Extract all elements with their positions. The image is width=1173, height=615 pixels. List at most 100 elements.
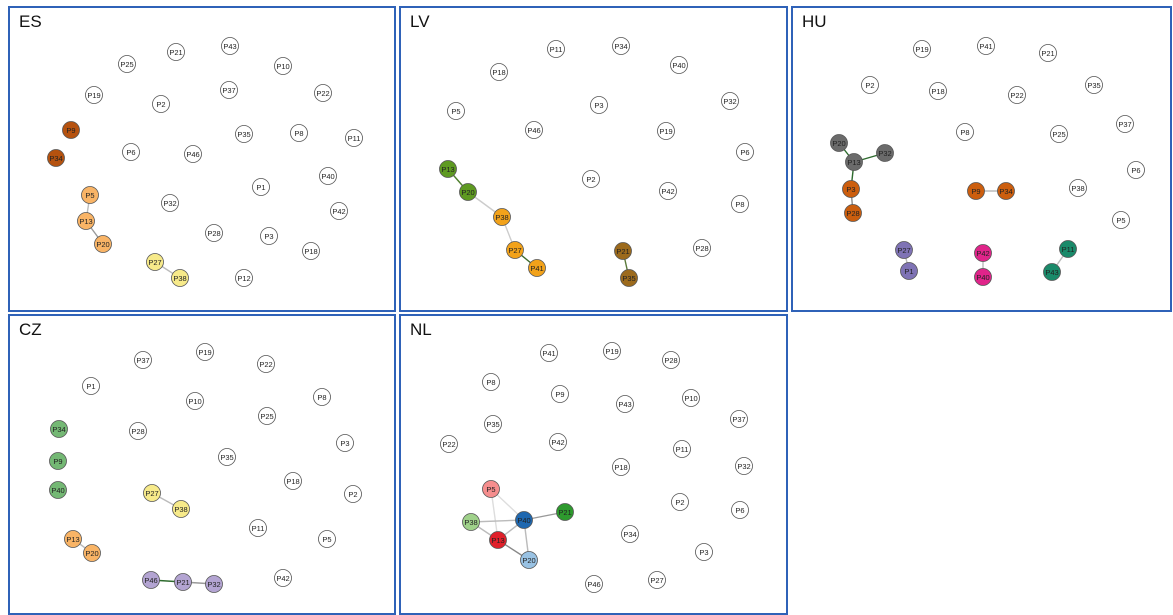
node-label: P10 [276, 62, 289, 71]
node-p18: P18 [929, 82, 947, 100]
nodes-nl: P41 P19 P28 P8 P9 P43 P10 P35 P37 P22 P42 P11 P18 P32… [440, 342, 753, 593]
node-circle [171, 269, 189, 287]
edges-cz [72, 492, 215, 585]
node-circle [314, 84, 332, 102]
node-circle [82, 377, 100, 395]
node-p21: P21 [174, 573, 192, 591]
node-p8: P8 [482, 373, 500, 391]
node-label: P5 [1116, 216, 1125, 225]
node-label: P37 [1118, 120, 1131, 129]
node-circle [659, 182, 677, 200]
node-circle [670, 56, 688, 74]
node-label: P34 [49, 154, 62, 163]
node-label: P11 [550, 45, 563, 54]
node-label: P3 [846, 185, 855, 194]
node-label: P41 [530, 264, 543, 273]
node-p27: P27 [146, 253, 164, 271]
node-p18: P18 [302, 242, 320, 260]
node-p42: P42 [330, 202, 348, 220]
node-circle [161, 194, 179, 212]
node-circle [235, 269, 253, 287]
node-p35: P35 [218, 448, 236, 466]
node-p38: P38 [172, 500, 190, 518]
node-label: P21 [176, 578, 189, 587]
node-p40: P40 [670, 56, 688, 74]
panel-title-lv: LV [410, 12, 430, 31]
node-p28: P28 [693, 239, 711, 257]
node-circle [556, 503, 574, 521]
node-p19: P19 [603, 342, 621, 360]
node-circle [551, 385, 569, 403]
node-p21: P21 [1039, 44, 1057, 62]
node-label: P12 [237, 274, 250, 283]
node-label: P18 [614, 463, 627, 472]
node-label: P32 [878, 149, 891, 158]
node-p5: P5 [1112, 211, 1130, 229]
node-p27: P27 [506, 241, 524, 259]
node-p11: P11 [345, 129, 363, 147]
node-label: P42 [661, 187, 674, 196]
node-p11: P11 [547, 40, 565, 58]
node-label: P38 [173, 274, 186, 283]
network-cz: P37 P19 P22 P1 P8 P10 P25 P34 P28 P3 P35 P9 P18 P40 P2… [49, 343, 362, 593]
node-p20: P20 [83, 544, 101, 562]
node-label: P18 [304, 247, 317, 256]
node-p41: P41 [977, 37, 995, 55]
node-label: P37 [136, 356, 149, 365]
node-circle [616, 395, 634, 413]
node-circle [313, 388, 331, 406]
node-p38: P38 [171, 269, 189, 287]
node-circle [1116, 115, 1134, 133]
node-p18: P18 [284, 472, 302, 490]
node-circle [118, 55, 136, 73]
node-circle [345, 129, 363, 147]
node-p10: P10 [274, 57, 292, 75]
node-p34: P34 [47, 149, 65, 167]
node-p22: P22 [1008, 86, 1026, 104]
node-label: P1 [256, 183, 265, 192]
node-p1: P1 [82, 377, 100, 395]
node-label: P6 [126, 148, 135, 157]
node-circle [590, 96, 608, 114]
nodes-es: P25 P21 P43 P10 P19 P2 P37 P22 P9 P35 P8 P11 P34 P6 P4… [47, 37, 363, 287]
node-circle [83, 544, 101, 562]
node-label: P35 [1087, 81, 1100, 90]
node-circle [274, 57, 292, 75]
node-circle [735, 457, 753, 475]
node-p2: P2 [671, 493, 689, 511]
node-p43: P43 [221, 37, 239, 55]
node-p22: P22 [314, 84, 332, 102]
node-label: P2 [865, 81, 874, 90]
node-p34: P34 [50, 420, 68, 438]
node-circle [549, 433, 567, 451]
node-label: P42 [276, 574, 289, 583]
node-p5: P5 [318, 530, 336, 548]
node-circle [142, 571, 160, 589]
node-label: P37 [732, 415, 745, 424]
node-label: P11 [1062, 245, 1075, 254]
node-label: P8 [735, 200, 744, 209]
node-p9: P9 [49, 452, 67, 470]
node-p19: P19 [196, 343, 214, 361]
node-p18: P18 [612, 458, 630, 476]
node-label: P8 [486, 378, 495, 387]
node-label: P13 [847, 158, 860, 167]
node-label: P21 [616, 247, 629, 256]
node-p1: P1 [900, 262, 918, 280]
node-label: P21 [558, 508, 571, 517]
node-label: P25 [260, 412, 273, 421]
node-label: P21 [1041, 49, 1054, 58]
node-p28: P28 [129, 422, 147, 440]
node-circle [205, 575, 223, 593]
node-circle [205, 224, 223, 242]
node-p25: P25 [118, 55, 136, 73]
node-circle [62, 121, 80, 139]
node-label: P20 [832, 139, 845, 148]
node-p40: P40 [515, 511, 533, 529]
nodes-hu: P19 P41 P21 P2 P18 P22 P35 P37 P8 P25 P20 P13 P32 P6 P… [830, 37, 1145, 286]
node-p5: P5 [482, 480, 500, 498]
node-circle [152, 95, 170, 113]
node-circle [439, 160, 457, 178]
node-label: P22 [1010, 91, 1023, 100]
node-label: P46 [186, 150, 199, 159]
